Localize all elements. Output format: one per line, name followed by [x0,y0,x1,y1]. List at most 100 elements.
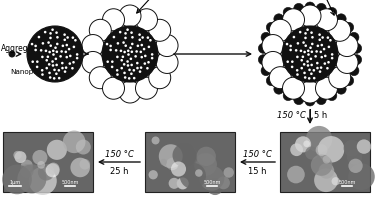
Circle shape [72,62,75,64]
Text: 500nm: 500nm [61,179,79,184]
Circle shape [310,51,313,54]
Circle shape [321,44,323,47]
Circle shape [42,43,44,45]
Circle shape [124,45,127,48]
Circle shape [60,51,63,53]
Circle shape [306,126,332,153]
Circle shape [126,61,129,63]
Circle shape [140,57,143,59]
Circle shape [36,61,39,64]
Circle shape [76,140,91,155]
Circle shape [56,43,58,46]
Circle shape [326,68,329,70]
Circle shape [323,49,325,51]
Circle shape [261,33,271,43]
Circle shape [36,66,39,69]
Circle shape [124,38,127,40]
Circle shape [282,27,338,83]
Circle shape [287,166,305,183]
Circle shape [122,42,125,45]
Circle shape [266,76,277,86]
Circle shape [46,56,49,59]
Circle shape [131,37,134,39]
Circle shape [58,70,60,72]
Circle shape [102,27,158,83]
Circle shape [106,44,108,46]
Circle shape [311,43,314,46]
Circle shape [336,52,358,74]
Circle shape [69,63,71,65]
Circle shape [305,96,315,106]
Circle shape [74,40,77,42]
Circle shape [52,54,55,57]
Circle shape [310,64,313,67]
Circle shape [294,95,304,105]
Circle shape [111,61,113,64]
Circle shape [207,178,223,195]
Circle shape [303,51,306,54]
Circle shape [119,32,121,34]
Circle shape [310,73,313,76]
Circle shape [296,70,298,72]
Circle shape [304,38,307,40]
Circle shape [34,49,37,52]
Circle shape [269,67,291,89]
Circle shape [294,4,304,14]
Circle shape [48,51,51,54]
Circle shape [299,6,321,28]
Circle shape [56,37,59,39]
Circle shape [310,58,312,61]
Circle shape [119,82,141,103]
Circle shape [64,71,66,74]
Circle shape [156,52,178,74]
Circle shape [29,167,57,195]
Circle shape [299,82,321,103]
Circle shape [282,78,305,100]
Circle shape [306,61,309,63]
Circle shape [139,71,141,74]
Circle shape [349,66,359,76]
Circle shape [131,43,133,46]
Circle shape [258,44,268,54]
Circle shape [82,35,104,57]
Circle shape [128,69,131,72]
Circle shape [55,51,58,54]
Circle shape [49,33,52,35]
Circle shape [316,144,328,156]
Circle shape [27,27,83,83]
Circle shape [295,137,311,153]
Circle shape [149,20,171,42]
Circle shape [328,46,330,49]
Circle shape [300,60,303,62]
Circle shape [21,160,33,172]
Circle shape [61,68,64,70]
Circle shape [321,57,323,59]
Circle shape [41,74,44,76]
Circle shape [289,49,292,52]
Circle shape [332,177,340,185]
Circle shape [113,37,115,39]
Circle shape [352,55,362,65]
Circle shape [262,52,284,74]
Circle shape [149,170,158,180]
Circle shape [308,78,310,80]
Circle shape [103,10,124,32]
Circle shape [327,8,337,18]
Circle shape [324,55,326,58]
Circle shape [51,29,54,32]
Circle shape [109,49,112,52]
Circle shape [51,61,54,63]
Circle shape [348,159,363,173]
Circle shape [45,60,48,62]
Circle shape [126,29,129,32]
Circle shape [166,158,179,170]
Circle shape [300,50,302,53]
Circle shape [316,4,326,14]
Circle shape [348,164,375,190]
Circle shape [135,78,158,100]
Circle shape [53,78,55,80]
Circle shape [72,37,74,40]
Circle shape [291,61,294,64]
Circle shape [45,68,48,70]
Circle shape [20,164,34,178]
